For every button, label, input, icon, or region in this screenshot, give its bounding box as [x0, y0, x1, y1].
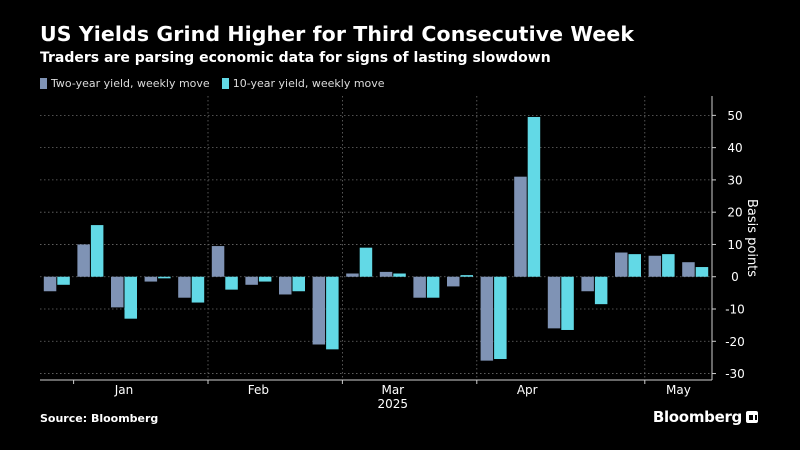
legend-swatch-two-year: [40, 78, 47, 89]
y-tick-label: 30: [727, 173, 742, 187]
bloomberg-logo: Bloomberg: [653, 408, 758, 426]
bar-two-year: [279, 276, 292, 295]
y-tick-label: 40: [727, 141, 742, 155]
bar-two-year: [43, 276, 57, 292]
bar-ten-year: [393, 273, 406, 277]
bar-two-year: [682, 262, 695, 277]
x-tick-label: Feb: [248, 383, 269, 397]
bar-ten-year: [326, 276, 339, 350]
bar-ten-year: [225, 276, 238, 290]
bar-ten-year: [628, 254, 641, 277]
y-tick-label: 0: [731, 270, 739, 284]
legend-item-ten-year: 10-year yield, weekly move: [221, 77, 385, 90]
bar-ten-year: [359, 247, 373, 277]
bar-ten-year: [561, 276, 574, 330]
bar-two-year: [648, 255, 662, 277]
y-tick-label: 50: [727, 109, 742, 123]
bar-ten-year: [292, 276, 305, 292]
bar-two-year: [178, 276, 191, 298]
bar-two-year: [211, 246, 225, 277]
bar-ten-year: [258, 276, 272, 282]
bar-two-year: [245, 276, 258, 285]
bar-two-year: [111, 276, 124, 308]
chart-subtitle: Traders are parsing economic data for si…: [40, 50, 551, 66]
x-year-label: 2025: [378, 397, 409, 411]
legend-label-ten-year: 10-year yield, weekly move: [232, 77, 385, 90]
axis-layer: 50 40 30 20 10 0 -10 -20 -30 Basis points Jan Feb Ma…: [40, 96, 759, 411]
bar-ten-year: [594, 276, 608, 305]
bar-ten-year: [527, 116, 541, 277]
legend: Two-year yield, weekly move 10-year yiel…: [40, 77, 397, 90]
bar-two-year: [581, 276, 594, 292]
y-tick-label: 10: [727, 238, 742, 252]
grid-layer: [40, 96, 712, 380]
x-tick-label: May: [666, 383, 691, 397]
bar-two-year: [346, 273, 359, 277]
bar-ten-year: [57, 276, 70, 285]
y-tick-label: -20: [725, 335, 745, 349]
y-tick-label: -30: [725, 367, 745, 381]
bar-ten-year: [426, 276, 440, 298]
bar-ten-year: [124, 276, 137, 319]
bar-two-year: [547, 276, 561, 329]
bar-two-year: [514, 176, 527, 277]
bar-ten-year: [158, 276, 171, 279]
bar-two-year: [312, 276, 326, 345]
y-tick-label: 20: [727, 206, 742, 220]
legend-swatch-ten-year: [221, 78, 229, 89]
bar-ten-year: [460, 275, 473, 277]
bar-ten-year: [90, 225, 104, 277]
bar-two-year: [77, 244, 90, 277]
source-note: Source: Bloomberg: [40, 412, 159, 425]
bar-two-year: [447, 276, 460, 287]
bar-two-year: [480, 276, 494, 361]
legend-label-two-year: Two-year yield, weekly move: [51, 77, 210, 90]
y-tick-label: -10: [725, 303, 745, 317]
chart-title: US Yields Grind Higher for Third Consecu…: [40, 22, 635, 46]
bar-ten-year: [662, 254, 675, 277]
bar-two-year: [144, 276, 158, 282]
bar-ten-year: [494, 276, 507, 360]
brand-wordmark: Bloomberg: [652, 408, 742, 426]
x-tick-label: Apr: [517, 383, 538, 397]
bar-ten-year: [695, 267, 709, 277]
bar-two-year: [413, 276, 426, 298]
brand-chart-icon: [746, 411, 758, 423]
bar-two-year: [615, 252, 628, 277]
bar-ten-year: [191, 276, 205, 303]
bar-two-year: [379, 271, 393, 277]
legend-item-two-year: Two-year yield, weekly move: [40, 77, 210, 90]
y-axis-title: Basis points: [744, 199, 759, 277]
x-tick-label: Mar: [381, 383, 404, 397]
x-tick-label: Jan: [114, 383, 134, 397]
bar-layer: [43, 116, 709, 361]
